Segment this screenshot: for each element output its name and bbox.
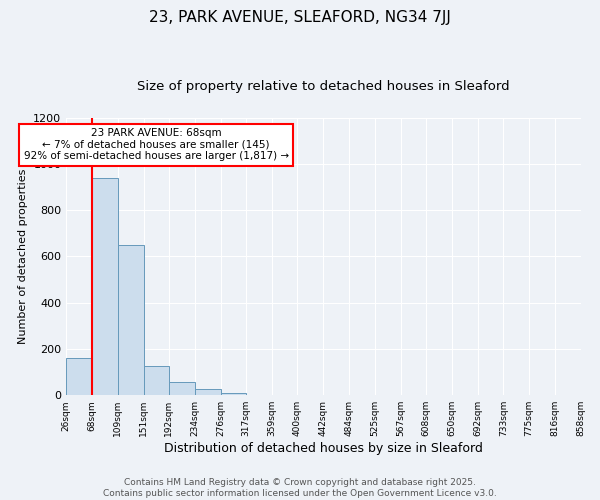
Bar: [221, 393, 246, 395]
Bar: [143, 366, 169, 395]
Text: 23, PARK AVENUE, SLEAFORD, NG34 7JJ: 23, PARK AVENUE, SLEAFORD, NG34 7JJ: [149, 10, 451, 25]
Y-axis label: Number of detached properties: Number of detached properties: [18, 169, 28, 344]
Bar: [66, 358, 92, 395]
Bar: [92, 178, 118, 395]
Bar: [118, 245, 143, 395]
Bar: [169, 382, 195, 395]
Text: Contains HM Land Registry data © Crown copyright and database right 2025.
Contai: Contains HM Land Registry data © Crown c…: [103, 478, 497, 498]
Text: 23 PARK AVENUE: 68sqm
← 7% of detached houses are smaller (145)
92% of semi-deta: 23 PARK AVENUE: 68sqm ← 7% of detached h…: [23, 128, 289, 162]
Bar: [195, 388, 221, 395]
X-axis label: Distribution of detached houses by size in Sleaford: Distribution of detached houses by size …: [164, 442, 483, 455]
Title: Size of property relative to detached houses in Sleaford: Size of property relative to detached ho…: [137, 80, 509, 93]
